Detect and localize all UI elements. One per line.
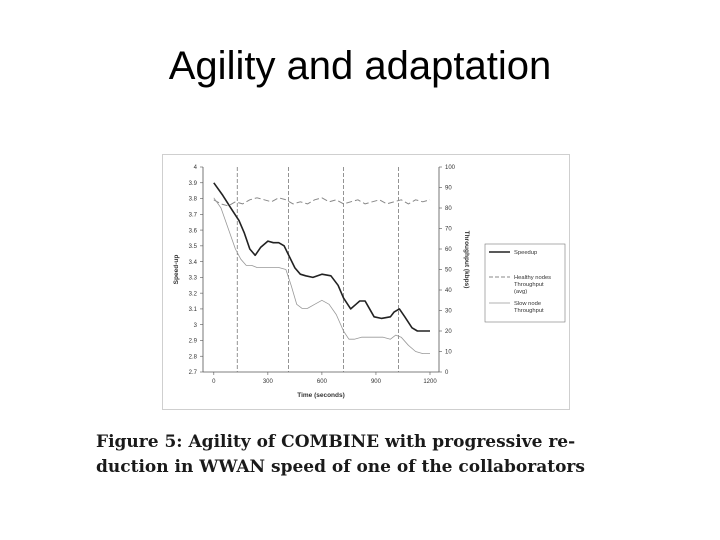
legend-label-line: Slow node <box>514 301 541 307</box>
x-axis-label: Time (seconds) <box>297 392 345 399</box>
legend-box <box>484 243 566 323</box>
y2-tick-label: 40 <box>445 288 452 294</box>
x-tick-label: 300 <box>263 379 274 385</box>
line-chart: 2.72.82.933.13.23.33.43.53.63.73.83.9401… <box>173 165 566 399</box>
y2-tick-label: 20 <box>445 329 452 335</box>
legend-entry-speedup: Speedup <box>514 250 537 256</box>
x-tick-label: 1200 <box>423 379 437 385</box>
y-tick-label: 3.2 <box>189 291 198 297</box>
slide-title: Agility and adaptation <box>168 44 552 88</box>
y2-tick-label: 80 <box>445 206 452 212</box>
y2-tick-label: 60 <box>445 247 452 253</box>
legend-label-line: Throughput <box>514 282 544 288</box>
x-tick-label: 900 <box>371 379 382 385</box>
y-tick-label: 3.8 <box>189 197 198 203</box>
y-tick-label: 2.8 <box>189 354 198 360</box>
y-tick-label: 3.9 <box>189 181 198 187</box>
x-tick-label: 0 <box>212 379 216 385</box>
y2-tick-label: 50 <box>445 268 452 274</box>
y-tick-label: 3.1 <box>189 307 198 313</box>
legend-entry-healthy-nodes: Healthy nodes Throughput (avg) <box>514 275 551 295</box>
figure-caption: Figure 5: Agility of COMBINE with progre… <box>96 430 656 480</box>
healthy-throughput-series-line <box>213 197 431 207</box>
caption-line-2: duction in WWAN speed of one of the coll… <box>96 457 585 477</box>
legend-label-line: (avg) <box>514 289 527 295</box>
y-tick-label: 4 <box>194 165 198 171</box>
y-tick-label: 3.3 <box>189 276 198 282</box>
y2-tick-label: 30 <box>445 309 452 315</box>
legend-entry-slow-node: Slow node Throughput <box>514 301 544 314</box>
y-tick-label: 3 <box>194 323 198 329</box>
y-tick-label: 3.6 <box>189 228 198 234</box>
y-tick-label: 3.5 <box>189 244 198 250</box>
legend-label-line: Healthy nodes <box>514 275 551 281</box>
y-tick-label: 2.9 <box>189 339 198 345</box>
y-tick-label: 3.7 <box>189 213 198 219</box>
y2-tick-label: 100 <box>445 165 456 171</box>
y2-axis-label: Throughput (kbps) <box>463 231 470 289</box>
y2-tick-label: 0 <box>445 370 449 376</box>
y2-tick-label: 90 <box>445 186 452 192</box>
y2-tick-label: 10 <box>445 350 452 356</box>
chart-figure: 2.7 2.8 2.9 3 3.1 3.2 3.3 3.4 3.5 3.6 3.7 3.8 3.9 4 0 1… <box>162 154 570 410</box>
y2-tick-label: 70 <box>445 227 452 233</box>
y-tick-label: 2.7 <box>189 370 198 376</box>
legend-label-line: Speedup <box>514 250 537 256</box>
legend-label-line: Throughput <box>514 308 544 314</box>
x-tick-label: 600 <box>317 379 328 385</box>
speedup-series-line <box>213 182 430 332</box>
caption-line-1: Figure 5: Agility of COMBINE with progre… <box>96 432 576 452</box>
slow-node-throughput-series-line <box>213 197 430 355</box>
y-tick-label: 3.4 <box>189 260 198 266</box>
y-axis-label: Speed-up <box>173 255 180 285</box>
